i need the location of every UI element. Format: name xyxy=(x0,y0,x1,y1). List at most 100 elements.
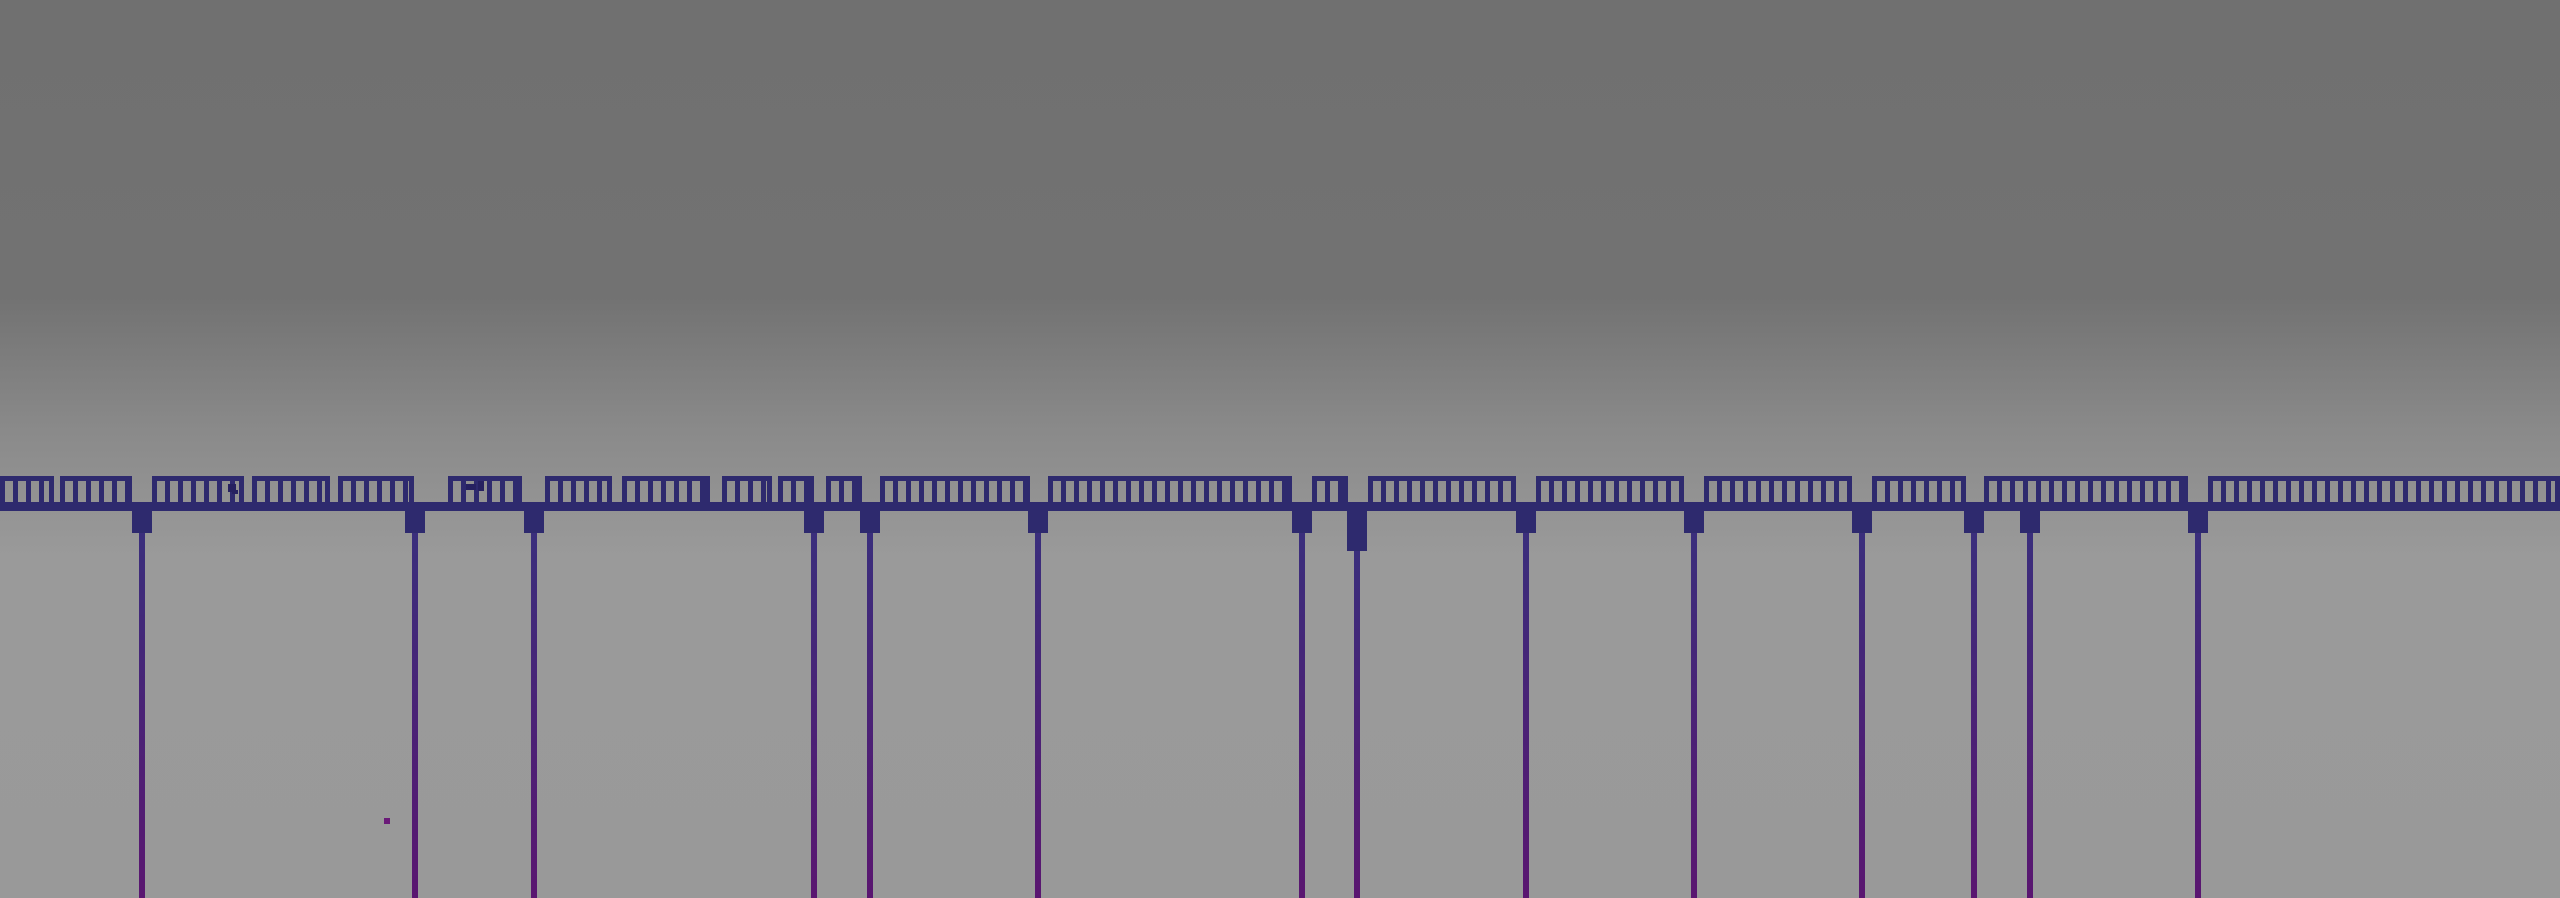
deck-baluster xyxy=(2234,481,2239,502)
deck-baluster xyxy=(906,481,911,502)
deck-detail-block-2 xyxy=(466,484,476,490)
pillar-column-7 xyxy=(1299,533,1305,898)
pillar-column-5 xyxy=(867,533,873,898)
deck-rail-segment-16 xyxy=(1536,476,1684,481)
deck-baluster xyxy=(1139,481,1144,502)
pillar-cap-3 xyxy=(524,511,544,533)
deck-baluster xyxy=(735,481,740,502)
deck-baluster xyxy=(778,481,783,502)
deck-baluster xyxy=(1614,481,1619,502)
deck-baluster xyxy=(839,481,844,502)
pillar-cap-2 xyxy=(405,511,425,533)
deck-baluster xyxy=(584,481,589,502)
pillar-cap-6 xyxy=(1028,511,1048,533)
deck-baluster xyxy=(1338,481,1343,502)
deck-rail-segment-18 xyxy=(1872,476,1966,481)
deck-baluster xyxy=(1100,481,1105,502)
deck-rail-segment-17 xyxy=(1704,476,1852,481)
deck-rail-segment-20 xyxy=(2208,476,2560,481)
particle-square xyxy=(384,818,390,824)
deck-baluster xyxy=(1730,481,1735,502)
deck-baluster xyxy=(2114,481,2119,502)
deck-baluster xyxy=(2299,481,2304,502)
deck-baluster xyxy=(1704,481,1709,502)
deck-baluster xyxy=(1230,481,1235,502)
deck-baluster xyxy=(1808,481,1813,502)
deck-baluster xyxy=(49,481,54,502)
bridge-deck xyxy=(0,476,2560,511)
deck-rail-segment-10 xyxy=(778,476,814,481)
deck-baluster xyxy=(2101,481,2106,502)
deck-baluster xyxy=(1717,481,1722,502)
deck-baluster xyxy=(2088,481,2093,502)
deck-baluster xyxy=(204,481,209,502)
pillar-cap-14 xyxy=(2188,511,2208,533)
deck-baluster xyxy=(390,481,395,502)
pillar-cap-12 xyxy=(1964,511,1984,533)
deck-baluster xyxy=(2403,481,2408,502)
deck-detail-block-4 xyxy=(232,490,238,494)
deck-baluster xyxy=(984,481,989,502)
deck-baluster xyxy=(791,481,796,502)
deck-baluster xyxy=(1152,481,1157,502)
deck-baluster xyxy=(2010,481,2015,502)
deck-baluster xyxy=(1821,481,1826,502)
pillar-cap-13 xyxy=(2020,511,2040,533)
deck-rail-segment-12 xyxy=(880,476,1030,481)
deck-baluster xyxy=(1911,481,1916,502)
deck-baluster xyxy=(1549,481,1554,502)
deck-baluster xyxy=(2286,481,2291,502)
pillar-cap-8 xyxy=(1347,511,1367,551)
deck-baluster xyxy=(325,481,330,502)
deck-baluster xyxy=(13,481,18,502)
deck-rail-segment-7 xyxy=(545,476,612,481)
deck-baluster xyxy=(1997,481,2002,502)
deck-baluster xyxy=(1312,481,1317,502)
deck-baluster xyxy=(1601,481,1606,502)
deck-baluster xyxy=(461,481,466,502)
deck-baluster xyxy=(127,481,132,502)
deck-baluster xyxy=(958,481,963,502)
deck-baluster xyxy=(1282,481,1287,502)
deck-baluster xyxy=(2520,481,2525,502)
deck-baluster xyxy=(1126,481,1131,502)
deck-baluster xyxy=(1782,481,1787,502)
deck-baluster xyxy=(2023,481,2028,502)
deck-baluster xyxy=(2390,481,2395,502)
deck-baluster xyxy=(1204,481,1209,502)
deck-baluster xyxy=(1420,481,1425,502)
pillar-cap-1 xyxy=(132,511,152,533)
deck-baluster xyxy=(304,481,309,502)
deck-baluster xyxy=(1743,481,1748,502)
pillar-column-13 xyxy=(2027,533,2033,898)
deck-baluster xyxy=(474,481,479,502)
deck-baluster xyxy=(2416,481,2421,502)
deck-detail-block-1 xyxy=(228,484,236,492)
deck-baluster xyxy=(178,481,183,502)
deck-baluster xyxy=(1588,481,1593,502)
deck-baluster xyxy=(767,481,772,502)
deck-baluster xyxy=(2166,481,2171,502)
deck-baluster xyxy=(852,481,857,502)
deck-rail-segment-14 xyxy=(1312,476,1348,481)
pillar-column-11 xyxy=(1859,533,1865,898)
deck-baluster xyxy=(351,481,356,502)
deck-baluster xyxy=(1325,481,1330,502)
deck-baluster xyxy=(597,481,602,502)
deck-baluster xyxy=(687,481,692,502)
deck-baluster xyxy=(1498,481,1503,502)
deck-baluster xyxy=(239,481,244,502)
pillar-column-12 xyxy=(1971,533,1977,898)
deck-baluster xyxy=(804,481,809,502)
deck-baluster xyxy=(648,481,653,502)
deck-baluster xyxy=(1269,481,1274,502)
deck-baluster xyxy=(1872,481,1877,502)
deck-baluster xyxy=(513,481,518,502)
deck-baluster xyxy=(252,481,257,502)
pillar-column-14 xyxy=(2195,533,2201,898)
deck-baluster xyxy=(2260,481,2265,502)
pillar-cap-5 xyxy=(860,511,880,533)
deck-baluster xyxy=(487,481,492,502)
deck-beam xyxy=(0,502,2560,511)
